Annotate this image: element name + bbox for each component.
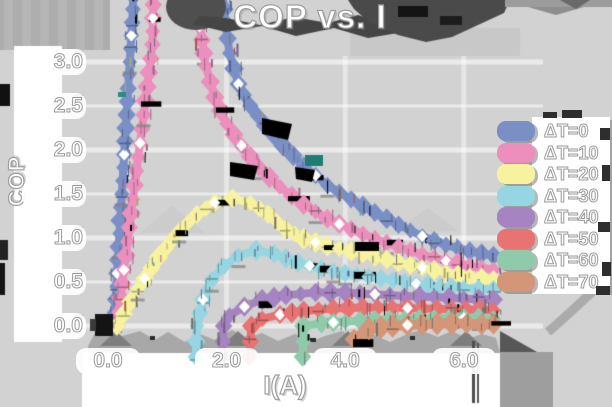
x-tick-label: 2.0 (194, 348, 259, 374)
y-tick-label: 2.5 (22, 93, 86, 119)
legend-swatch (497, 142, 535, 163)
legend (532, 117, 610, 294)
legend-swatch (497, 185, 535, 206)
legend-label: ΔT=10 (543, 142, 599, 163)
x-tick-label: 0.0 (76, 348, 140, 374)
legend-tear (543, 112, 557, 118)
legend-tear (562, 110, 582, 118)
y-tick-label: 2.0 (22, 137, 86, 163)
legend-label: ΔT=40 (543, 207, 599, 228)
legend-label: ΔT=20 (543, 164, 599, 185)
y-tick-label: 1.5 (22, 181, 86, 207)
legend-swatch (497, 121, 535, 141)
y-tick-label: 0.0 (22, 313, 86, 339)
legend-swatch (497, 250, 535, 270)
legend-label: ΔT=70 (543, 271, 599, 292)
x-axis-title: I(A) (263, 369, 308, 400)
y-tick-label: 0.5 (22, 269, 86, 295)
legend-tear (602, 165, 610, 181)
chart-title: COP vs. I (233, 0, 387, 36)
legend-label: ΔT=30 (543, 185, 599, 206)
x-tick-label: 4.0 (313, 348, 378, 374)
legend-swatch (497, 164, 535, 184)
y-tick-label: 1.0 (22, 225, 86, 251)
y-tick-label: 3.0 (22, 49, 86, 75)
legend-label: ΔT=60 (543, 250, 599, 271)
legend-label: ΔT=0 (543, 121, 589, 142)
x-tick-label: 6.0 (431, 348, 496, 374)
legend-swatch (497, 207, 535, 227)
legend-tear (600, 128, 610, 140)
legend-tear (596, 286, 610, 295)
legend-swatch (497, 271, 535, 292)
legend-tear (602, 262, 611, 276)
legend-label: ΔT=50 (543, 228, 599, 249)
legend-swatch (497, 228, 535, 249)
legend-tear (598, 222, 610, 232)
legend-outer-edge (608, 120, 612, 295)
